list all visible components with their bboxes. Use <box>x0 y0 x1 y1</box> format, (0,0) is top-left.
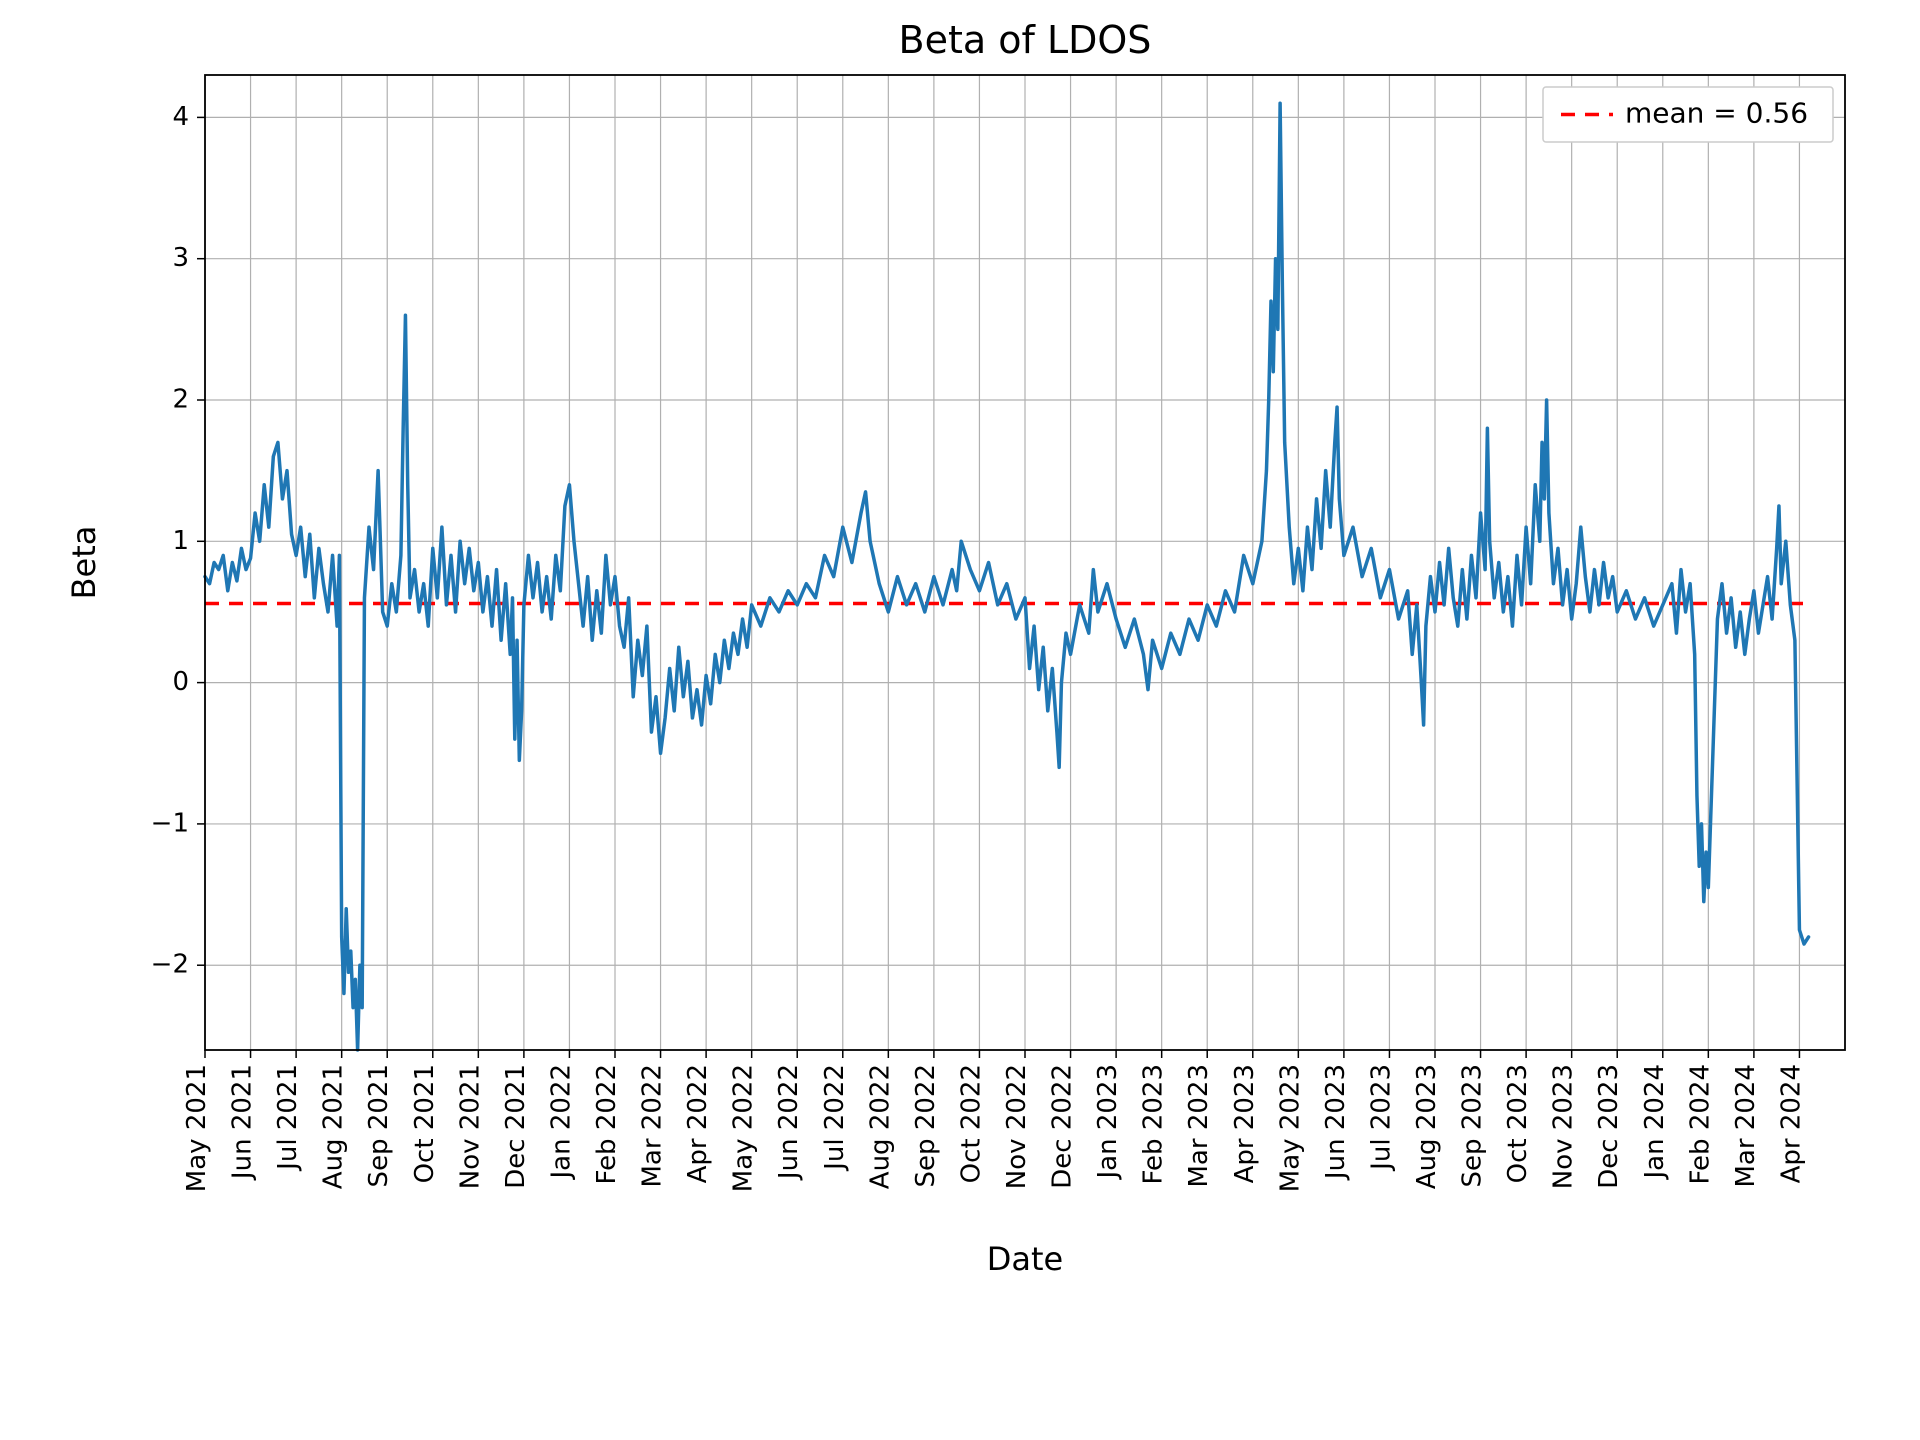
y-tick-label: −1 <box>151 808 189 838</box>
x-axis-label: Date <box>987 1240 1063 1278</box>
y-tick-label: 4 <box>172 102 189 132</box>
chart-container: −2 −1 0 1 2 3 4 May 2021 Jun 2021 Jul 2021 Aug 202… <box>0 0 1920 1440</box>
x-tick-label: May 2021 <box>182 1064 212 1192</box>
x-tick-label: Jul 2023 <box>1366 1064 1396 1172</box>
x-tick-label: Oct 2022 <box>956 1064 986 1183</box>
y-tick-label: −2 <box>151 950 189 980</box>
x-tick-label: Sep 2021 <box>364 1064 394 1187</box>
x-tick-label: Jul 2021 <box>273 1064 303 1172</box>
x-tick-label: Jun 2021 <box>228 1064 258 1181</box>
x-tick-label: Jan 2022 <box>546 1064 576 1181</box>
legend: mean = 0.56 <box>1543 87 1833 142</box>
x-tick-label: Dec 2021 <box>501 1064 531 1189</box>
x-tick-label: Oct 2023 <box>1503 1064 1533 1183</box>
y-tick-label: 0 <box>172 667 189 697</box>
x-tick-label: Apr 2023 <box>1230 1064 1260 1183</box>
x-tick-label: Jan 2024 <box>1640 1064 1670 1181</box>
x-tick-label: Aug 2023 <box>1412 1064 1442 1189</box>
x-tick-label: Aug 2021 <box>319 1064 349 1189</box>
x-tick-label: Dec 2022 <box>1048 1064 1078 1189</box>
x-tick-label: Mar 2024 <box>1731 1064 1761 1188</box>
x-tick-label: Mar 2023 <box>1184 1064 1214 1188</box>
x-tick-label: Apr 2024 <box>1776 1064 1806 1183</box>
legend-label: mean = 0.56 <box>1625 97 1808 130</box>
chart-title: Beta of LDOS <box>899 18 1152 62</box>
x-tick-label: Jun 2022 <box>774 1064 804 1181</box>
x-tick-label: Jan 2023 <box>1093 1064 1123 1181</box>
x-tick-label: Aug 2022 <box>865 1064 895 1189</box>
y-axis-label: Beta <box>65 526 103 600</box>
x-tick-label: Feb 2024 <box>1685 1064 1715 1184</box>
x-tick-label: Feb 2022 <box>592 1064 622 1184</box>
x-tick-label: Nov 2022 <box>1002 1064 1032 1189</box>
y-tick-label: 3 <box>172 243 189 273</box>
beta-line-chart: −2 −1 0 1 2 3 4 May 2021 Jun 2021 Jul 2021 Aug 202… <box>0 0 1920 1440</box>
x-tick-label: Oct 2021 <box>410 1064 440 1183</box>
x-tick-label: Jun 2023 <box>1321 1064 1351 1181</box>
x-tick-label: Feb 2023 <box>1139 1064 1169 1184</box>
x-tick-label: Sep 2022 <box>911 1064 941 1187</box>
x-tick-label: Mar 2022 <box>638 1064 668 1188</box>
x-tick-label: Dec 2023 <box>1594 1064 1624 1189</box>
x-tick-label: May 2023 <box>1275 1064 1305 1192</box>
x-tick-label: Sep 2023 <box>1458 1064 1488 1187</box>
x-tick-label: Jul 2022 <box>820 1064 850 1172</box>
x-tick-label: Nov 2023 <box>1549 1064 1579 1189</box>
y-tick-label: 2 <box>172 385 189 415</box>
y-tick-label: 1 <box>172 526 189 556</box>
x-tick-label: Apr 2022 <box>683 1064 713 1183</box>
x-tick-label: Nov 2021 <box>455 1064 485 1189</box>
x-tick-label: May 2022 <box>729 1064 759 1192</box>
